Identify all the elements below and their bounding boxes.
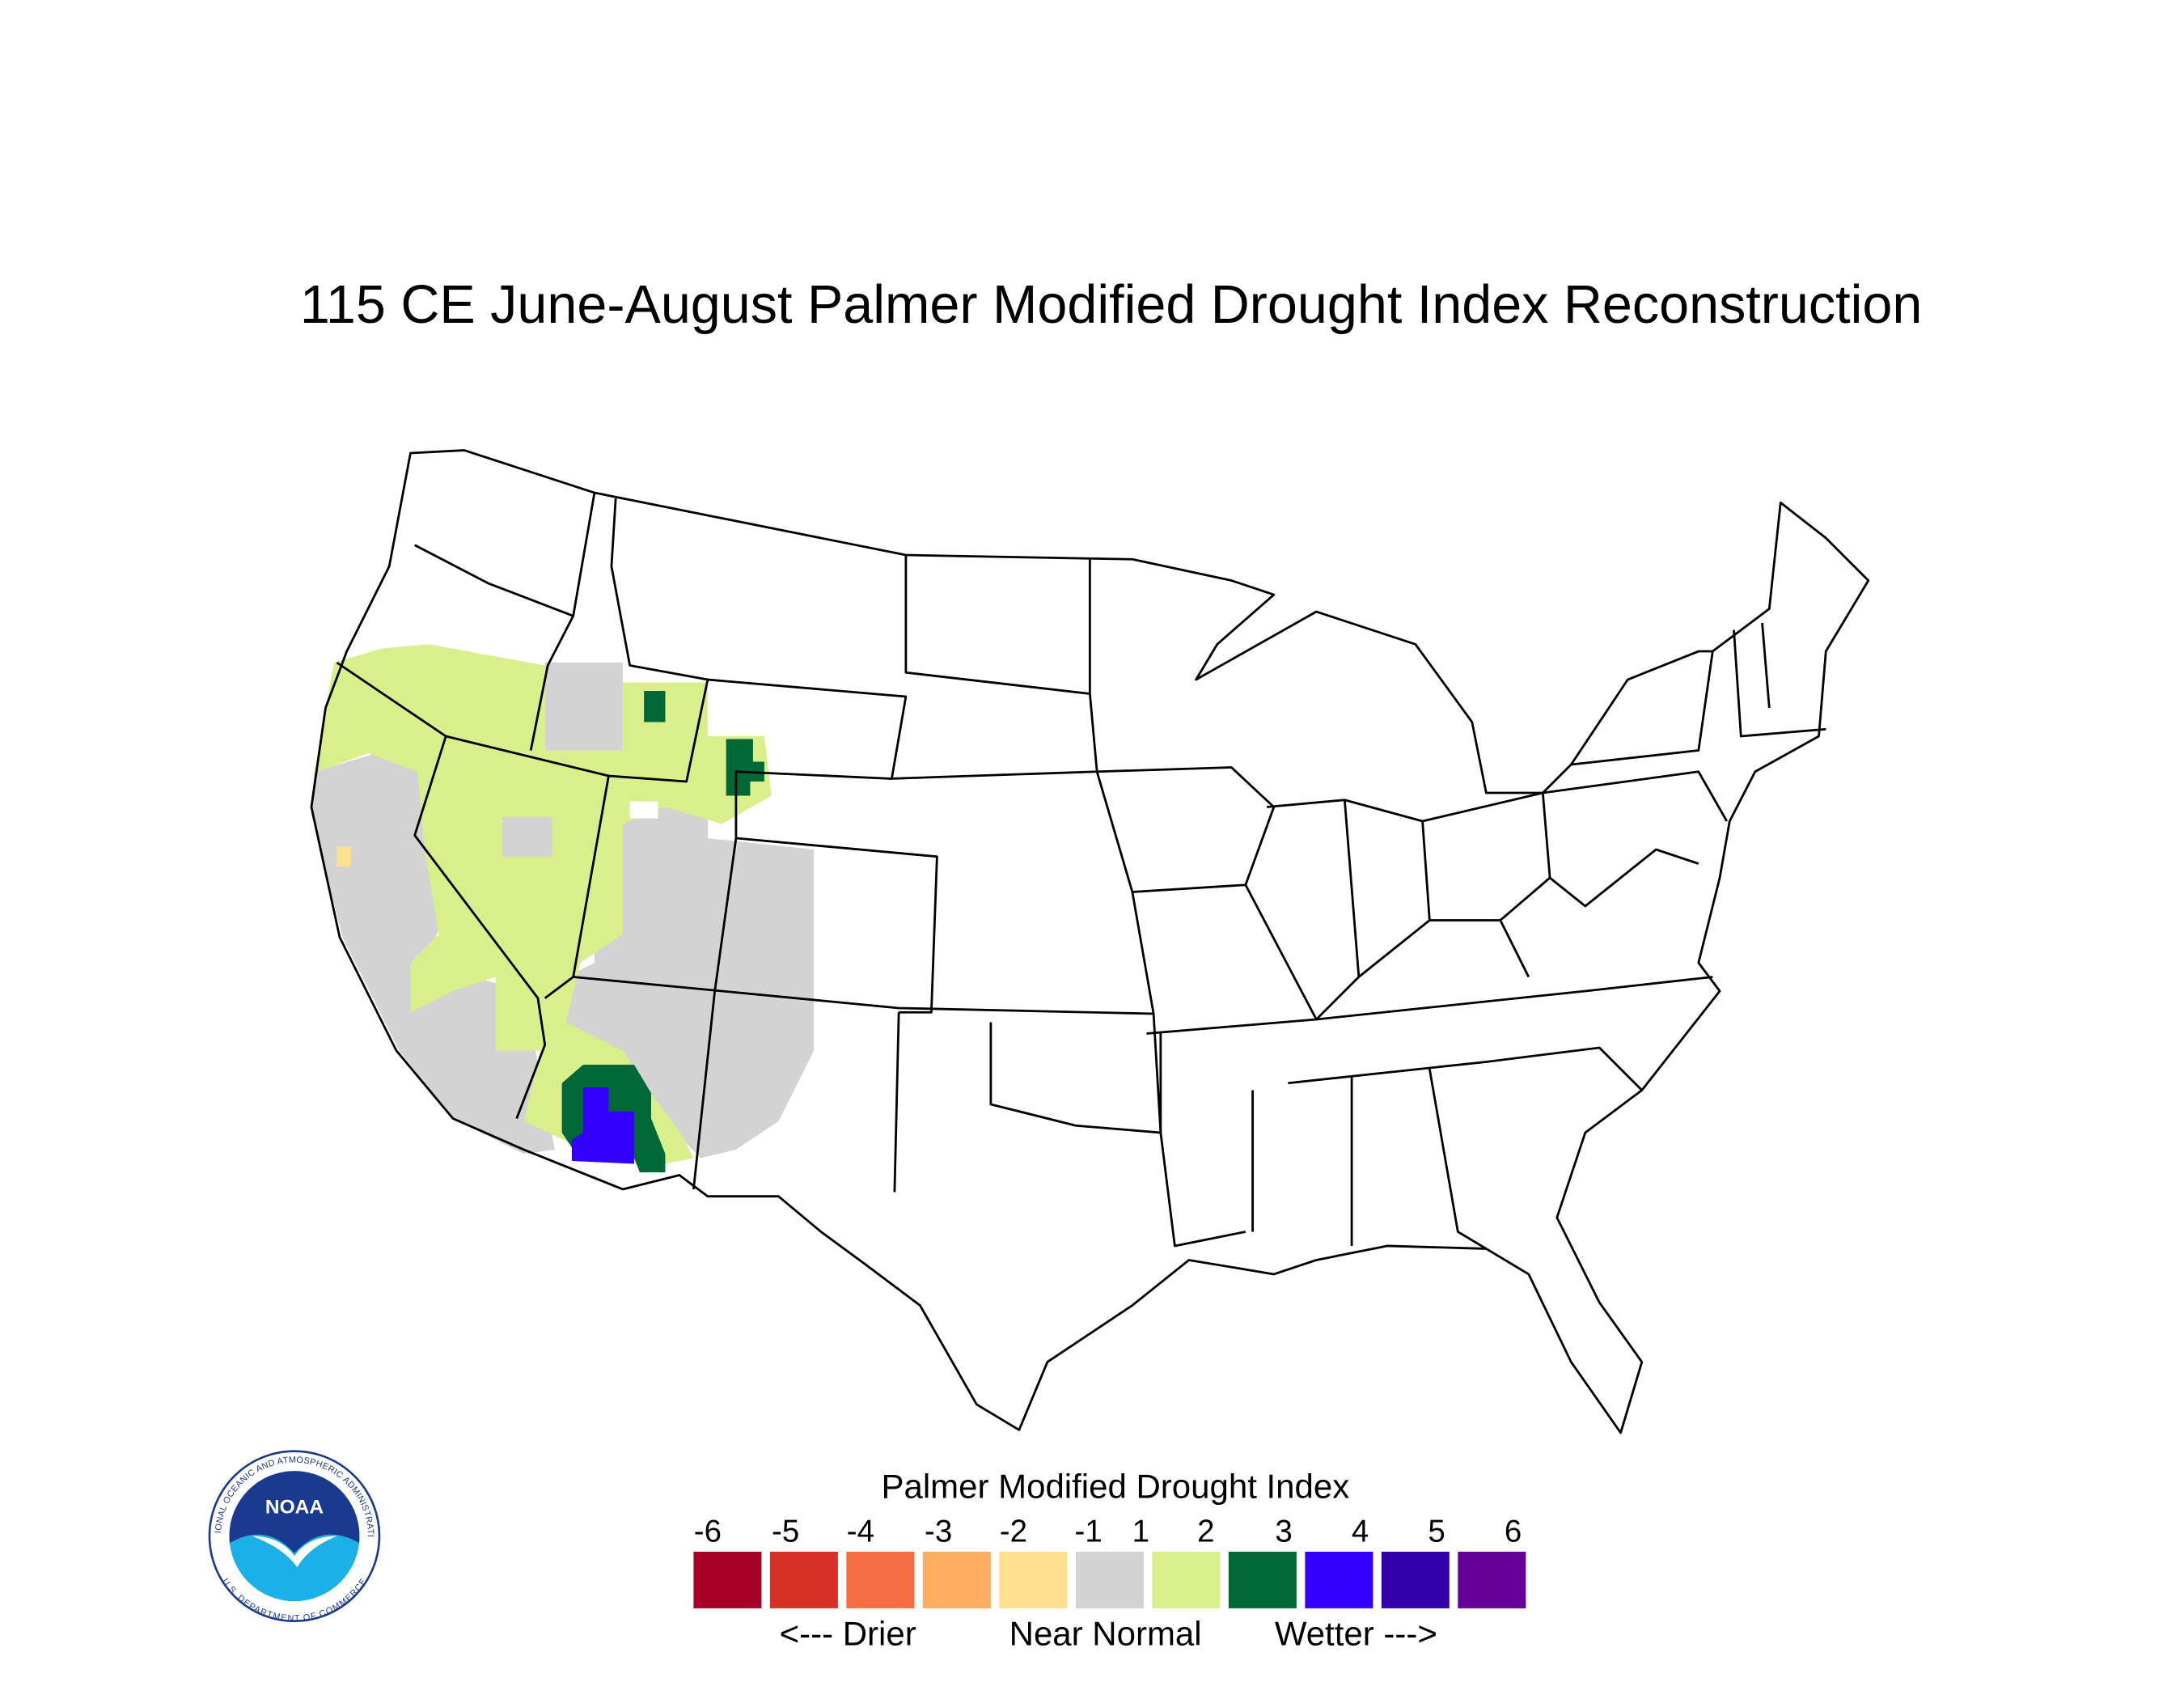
- region-wet: [644, 691, 666, 722]
- legend-tick-label: 3: [1275, 1515, 1292, 1549]
- region-near-normal: [311, 739, 555, 1155]
- region-near-normal: [544, 663, 815, 1159]
- noaa-logo: NOAA NATIONAL OCEANIC AND ATMOSPHERIC AD…: [208, 1450, 381, 1624]
- legend-tick-label: -2: [1000, 1515, 1027, 1549]
- legend-swatch: [769, 1551, 838, 1608]
- legend-swatch: [1458, 1551, 1526, 1608]
- legend-items: -6 -5 -4 -3 -2 -1 1 2 3 4 5 6 <--- Drier Near Normal W…: [693, 1515, 1526, 1652]
- logo-label: NOAA: [265, 1497, 324, 1519]
- legend-swatch: [1228, 1551, 1297, 1608]
- region-very-wet: [571, 1087, 634, 1164]
- legend-swatch: [1381, 1551, 1450, 1608]
- region-near-normal: [502, 816, 552, 857]
- legend-tick-label: -4: [847, 1515, 874, 1549]
- legend-tick-label: -1: [1075, 1515, 1103, 1549]
- legend-tick-label: -5: [772, 1515, 799, 1549]
- us-outline: [310, 449, 1870, 1434]
- legend-tick-label: -6: [694, 1515, 722, 1549]
- legend-swatch: [922, 1551, 991, 1608]
- legend-caption: Near Normal: [1009, 1614, 1202, 1652]
- legend-caption: <--- Drier: [780, 1614, 916, 1652]
- region-no-data: [629, 801, 658, 819]
- legend-swatch: [1152, 1551, 1221, 1608]
- legend-tick-label: 2: [1197, 1515, 1214, 1549]
- region-slightly-dry: [336, 846, 351, 866]
- legend-swatch: [1075, 1551, 1144, 1608]
- legend-swatch: [999, 1551, 1068, 1608]
- legend-swatch: [846, 1551, 915, 1608]
- region-slightly-wet: [314, 644, 772, 1164]
- legend-tick-label: 4: [1352, 1515, 1369, 1549]
- legend-tick-label: 6: [1505, 1515, 1522, 1549]
- legend-caption: Wetter --->: [1275, 1614, 1437, 1652]
- legend-swatch: [693, 1551, 762, 1608]
- legend-swatch: [1305, 1551, 1373, 1608]
- legend-title: Palmer Modified Drought Index: [881, 1467, 1349, 1505]
- map-title: 115 CE June-August Palmer Modified Droug…: [300, 275, 1922, 335]
- map: [310, 449, 1870, 1434]
- legend-tick-label: 5: [1428, 1515, 1445, 1549]
- legend-tick-label: 1: [1132, 1515, 1149, 1549]
- legend-tick-label: -3: [925, 1515, 952, 1549]
- legend: Palmer Modified Drought Index -6 -5 -4 -3 -2…: [693, 1467, 1526, 1652]
- state-borders: [336, 492, 1826, 1250]
